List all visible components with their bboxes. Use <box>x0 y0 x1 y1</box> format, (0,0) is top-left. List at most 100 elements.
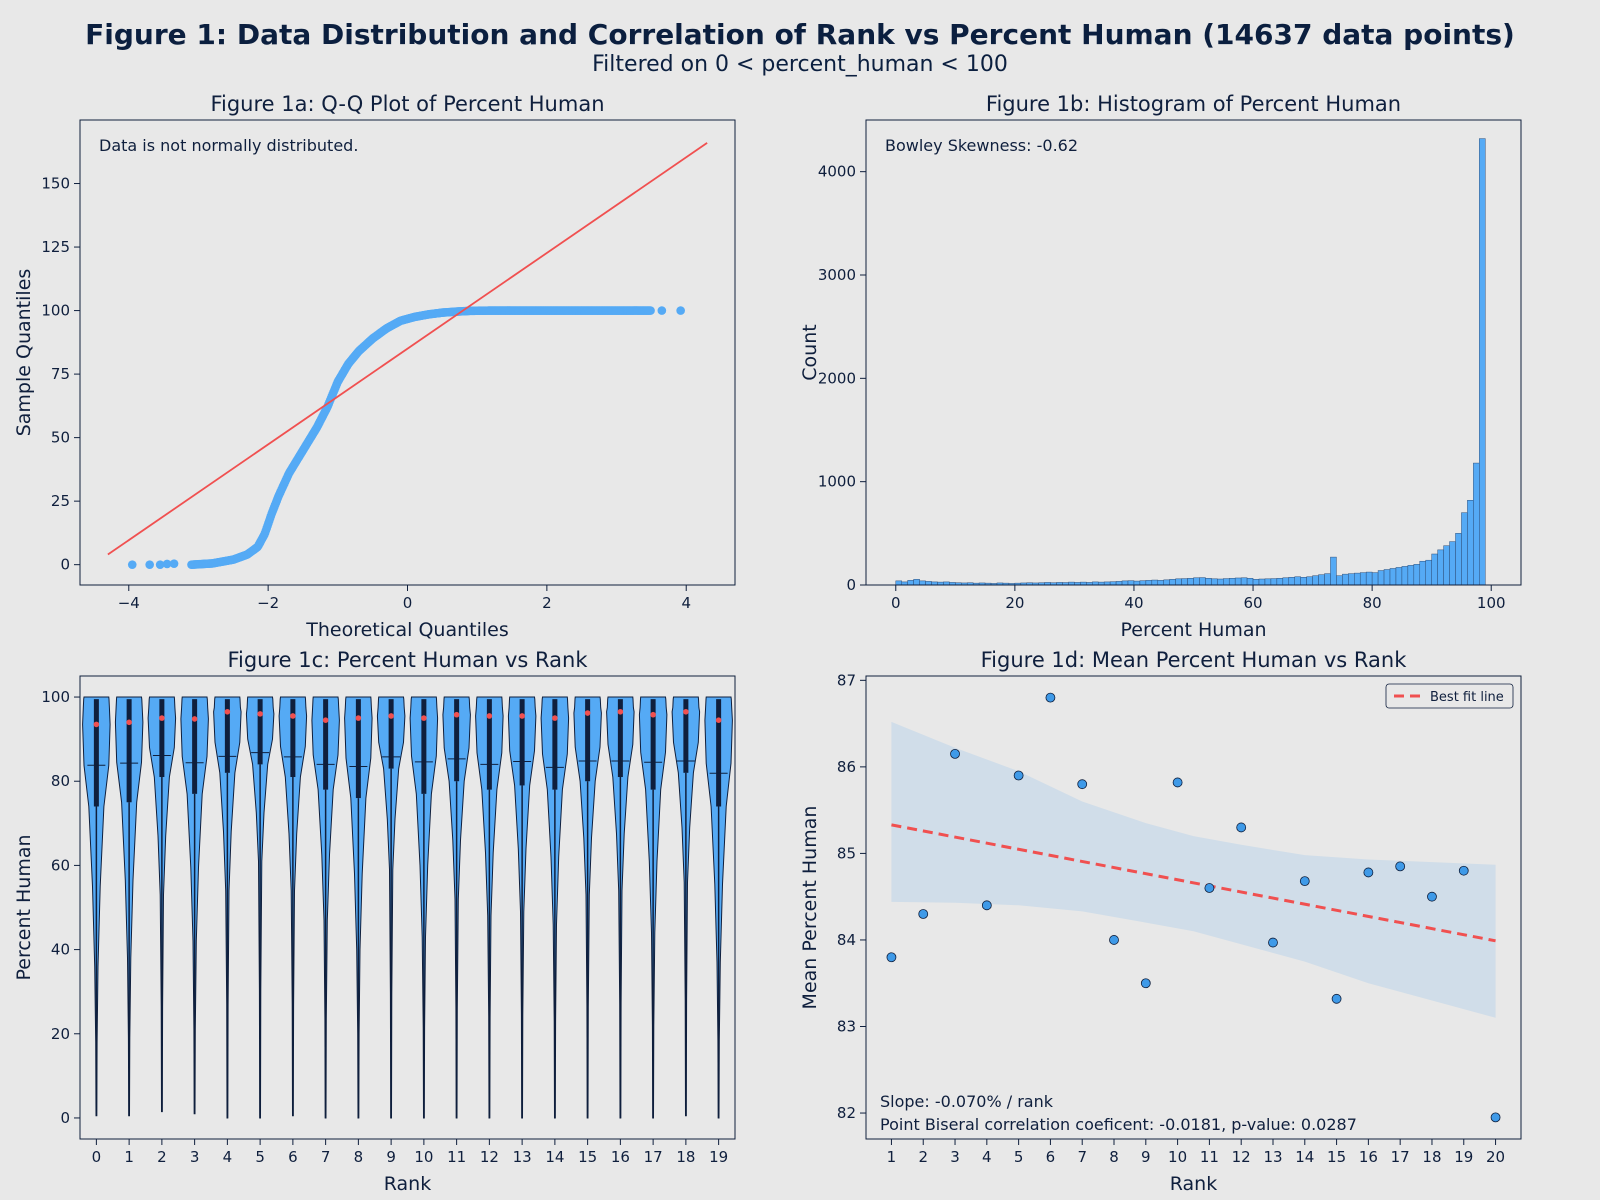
hist-bar <box>1157 580 1164 586</box>
violin-xtick-label: 3 <box>190 1148 200 1166</box>
mean-xtick-label: 20 <box>1486 1148 1505 1166</box>
hist-xtick-label: 20 <box>1005 594 1024 612</box>
hist-bar <box>1282 577 1290 586</box>
mean-point <box>918 909 929 919</box>
mean-point <box>886 952 897 963</box>
hist-title: Figure 1b: Histogram of Percent Human <box>986 92 1401 116</box>
hist-bar <box>1318 574 1325 586</box>
violin-ytick-label: 60 <box>51 856 70 874</box>
violin-iqr-box <box>650 699 656 790</box>
qq-ytick-label: 0 <box>60 556 70 574</box>
violin-iqr-box <box>519 699 525 786</box>
violin-iqr-box <box>323 699 329 790</box>
hist-ylabel: Count <box>799 324 821 380</box>
mean-point <box>1363 867 1374 878</box>
hist-xtick-label: 0 <box>891 594 901 612</box>
hist-bar <box>895 580 902 586</box>
hist-bar <box>1431 553 1438 586</box>
hist-xtick-label: 40 <box>1124 594 1143 612</box>
violin-ytick-label: 80 <box>51 772 70 790</box>
hist-bar <box>1395 567 1403 586</box>
mean-title: Figure 1d: Mean Percent Human vs Rank <box>981 648 1408 672</box>
qq-point <box>169 559 179 568</box>
qq-ytick-label: 100 <box>41 302 70 320</box>
qq-xtick-label: 4 <box>681 594 691 612</box>
qq-plot-panel: Figure 1a: Q-Q Plot of Percent Human Theo… <box>13 92 736 641</box>
mean-point <box>1204 883 1215 893</box>
hist-bar <box>1383 569 1391 586</box>
hist-bar <box>1133 580 1141 586</box>
qq-point <box>657 306 667 315</box>
hist-xlabel: Percent Human <box>1120 619 1266 641</box>
mean-xtick-label: 7 <box>1077 1148 1087 1166</box>
qq-ytick-label: 25 <box>51 492 70 510</box>
mean-point <box>1268 937 1278 948</box>
violin-xtick-label: 18 <box>676 1148 695 1166</box>
hist-bar <box>1228 578 1236 586</box>
mean-point <box>1109 935 1119 945</box>
violin-iqr-box <box>224 699 230 773</box>
hist-annotation: Bowley Skewness: -0.62 <box>885 136 1078 155</box>
violin-median-dot <box>617 708 624 715</box>
mean-correlation-annotation: Point Biseral correlation coeficent: -0.… <box>880 1115 1357 1134</box>
hist-bar <box>1163 579 1170 586</box>
mean-xtick-label: 9 <box>1141 1148 1151 1166</box>
qq-point <box>145 560 154 569</box>
qq-title: Figure 1a: Q-Q Plot of Percent Human <box>210 92 604 116</box>
violin-median-dot <box>191 716 198 722</box>
hist-bar <box>1324 573 1331 586</box>
hist-bar <box>1365 571 1373 586</box>
mean-point <box>1395 861 1406 872</box>
hist-bar <box>1473 462 1480 586</box>
mean-xtick-label: 11 <box>1200 1148 1219 1166</box>
violin-median-dot <box>453 711 460 718</box>
hist-bar <box>1479 138 1486 586</box>
mean-point <box>1427 891 1437 902</box>
qq-annotation: Data is not normally distributed. <box>99 136 358 155</box>
mean-point <box>1490 1112 1501 1123</box>
hist-bar <box>925 581 932 586</box>
hist-bar <box>1342 573 1349 586</box>
hist-bar <box>1377 570 1385 586</box>
violin-xtick-label: 1 <box>124 1148 134 1166</box>
qq-point <box>646 306 655 315</box>
violin-xtick-label: 8 <box>354 1148 364 1166</box>
mean-rank-panel: Figure 1d: Mean Percent Human vs Rank Ran… <box>799 648 1522 1195</box>
violin-median-dot <box>355 715 362 721</box>
violin-frame <box>79 675 736 1140</box>
violin-iqr-box <box>454 699 460 782</box>
violin-xtick-label: 16 <box>611 1148 630 1166</box>
mean-xtick-label: 17 <box>1391 1148 1410 1166</box>
qq-point <box>676 306 685 315</box>
mean-xtick-label: 2 <box>918 1148 928 1166</box>
violin-median-dot <box>715 717 722 723</box>
hist-bar <box>1354 572 1361 586</box>
violin-median-dot <box>683 708 689 715</box>
qq-ytick-label: 150 <box>41 175 70 193</box>
hist-bar <box>1407 565 1415 586</box>
hist-bar <box>1127 580 1135 586</box>
mean-legend-label: Best fit line <box>1430 690 1504 705</box>
violin-xtick-label: 2 <box>157 1148 167 1166</box>
mean-point <box>1013 770 1024 781</box>
mean-point <box>1172 777 1183 788</box>
violin-median-dot <box>388 713 394 719</box>
hist-bar <box>1425 559 1432 586</box>
violin-xtick-label: 11 <box>447 1148 466 1166</box>
mean-ylabel: Mean Percent Human <box>799 806 821 1010</box>
qq-xtick-label: 0 <box>403 594 413 612</box>
hist-bar <box>907 580 914 586</box>
hist-bar <box>913 579 920 586</box>
mean-xtick-label: 18 <box>1422 1148 1441 1166</box>
violin-iqr-box <box>552 699 558 790</box>
hist-bar <box>1246 578 1254 586</box>
hist-bar <box>1115 581 1123 586</box>
hist-bar <box>1443 545 1450 586</box>
mean-point <box>950 748 960 759</box>
hist-bar <box>1300 577 1307 586</box>
mean-point <box>1140 978 1151 989</box>
violin-ytick-label: 40 <box>51 941 70 959</box>
violin-iqr-box <box>716 699 722 807</box>
mean-xtick-label: 4 <box>982 1148 992 1166</box>
violin-median-dot <box>519 713 525 719</box>
